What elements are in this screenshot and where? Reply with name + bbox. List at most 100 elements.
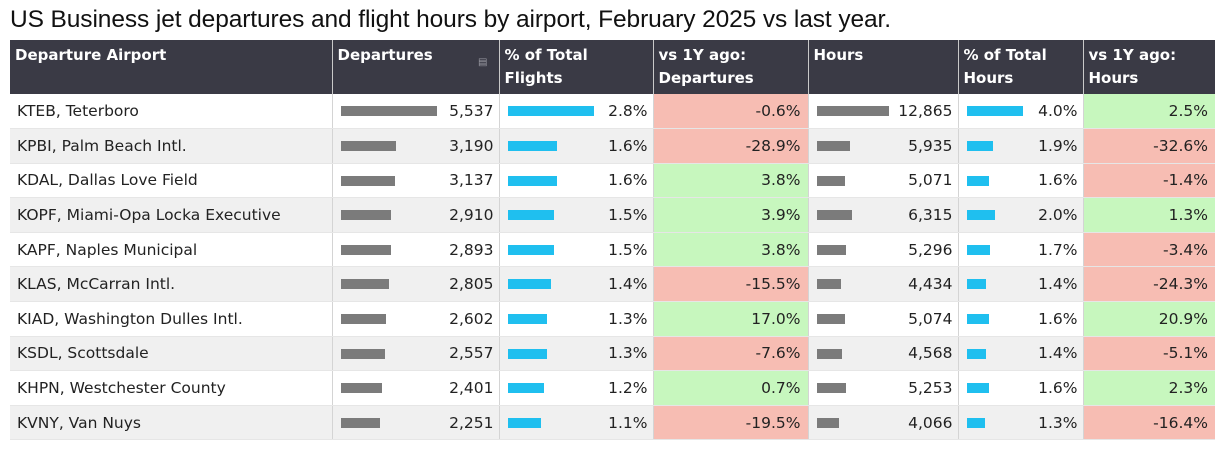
pct-hours-bar [966,141,994,152]
pct-hours-cell: 1.9% [958,128,1084,164]
departures-value: 2,557 [449,344,494,363]
pct-hours-cell: 4.0% [958,94,1084,130]
header-label-line: Departure Airport [15,46,167,64]
hours-change-cell: 1.3% [1083,197,1215,233]
airport-cell: KOPF, Miami-Opa Locka Executive [10,197,333,233]
hours-value: 4,066 [908,413,953,432]
header-hours-change[interactable]: vs 1Y ago: Hours [1083,40,1215,94]
hours-bar [816,244,847,255]
table-row[interactable]: KHPN, Westchester County 2,401 1.2% 0.7% 5,2… [10,370,1215,406]
hours-change-cell: -24.3% [1083,266,1215,303]
departures-bar [340,244,391,255]
departures-cell: 2,910 [332,197,500,233]
header-departures[interactable]: Departures ▤ [332,40,500,94]
header-label-line: Departures [337,46,433,64]
hours-cell: 4,066 [808,405,959,441]
header-departure-airport[interactable]: Departure Airport [10,40,333,94]
departures-bar [340,348,385,359]
departures-cell: 2,602 [332,301,500,337]
sort-icon[interactable]: ▤ [478,57,488,68]
airport-cell: KTEB, Teterboro [10,94,333,130]
airport-cell: KPBI, Palm Beach Intl. [10,128,333,164]
pct-flights-bar [507,383,545,394]
pct-hours-bar [966,314,989,325]
header-pct-total-hours[interactable]: % of Total Hours [958,40,1084,94]
table-row[interactable]: KPBI, Palm Beach Intl. 3,190 1.6% -28.9% 5,9… [10,128,1215,164]
hours-bar [816,314,845,325]
hours-bar [816,348,843,359]
airport-cell: KHPN, Westchester County [10,370,333,406]
departures-bar [340,210,391,221]
table-row[interactable]: KVNY, Van Nuys 2,251 1.1% -19.5% 4,066 1.3% -1… [10,405,1215,441]
table-row[interactable]: KSDL, Scottsdale 2,557 1.3% -7.6% 4,568 1.4% -… [10,336,1215,372]
hours-value: 5,071 [908,171,953,190]
table-row[interactable]: KIAD, Washington Dulles Intl. 2,602 1.3% 17… [10,301,1215,337]
hours-bar [816,210,852,221]
pct-flights-value: 1.3% [608,309,648,328]
pct-hours-cell: 1.6% [958,301,1084,337]
table-row[interactable]: KLAS, McCarran Intl. 2,805 1.4% -15.5% 4,434… [10,266,1215,303]
hours-value: 5,074 [908,309,953,328]
pct-flights-value: 1.6% [608,171,648,190]
pct-hours-value: 1.6% [1038,171,1078,190]
pct-flights-cell: 1.5% [499,197,654,233]
pct-flights-value: 1.1% [608,413,648,432]
pct-hours-bar [966,244,991,255]
hours-change-cell: 2.3% [1083,370,1215,406]
pct-hours-bar [966,348,987,359]
hours-value: 12,865 [898,102,953,121]
pct-flights-cell: 1.5% [499,232,654,268]
hours-change-cell: 20.9% [1083,301,1215,337]
departures-value: 2,602 [449,309,494,328]
hours-bar [816,106,889,116]
table-row[interactable]: KDAL, Dallas Love Field 3,137 1.6% 3.8% 5,07… [10,163,1215,199]
departures-change-cell: 0.7% [653,370,809,406]
table-row[interactable]: KOPF, Miami-Opa Locka Executive 2,910 1.5%… [10,197,1215,233]
header-label-line: Departures [658,69,754,87]
pct-hours-bar [966,279,987,290]
pct-flights-bar [507,141,557,152]
hours-bar [816,383,846,394]
departures-value: 2,910 [449,206,494,225]
header-pct-total-flights[interactable]: % of Total Flights [499,40,654,94]
departures-cell: 2,805 [332,266,500,303]
airport-cell: KDAL, Dallas Love Field [10,163,333,199]
header-label-line: vs 1Y ago: [1088,46,1177,64]
pct-flights-cell: 1.3% [499,301,654,337]
chart-title: US Business jet departures and flight ho… [10,6,891,33]
departures-value: 2,893 [449,240,494,259]
departures-cell: 2,893 [332,232,500,268]
departures-value: 3,137 [449,171,494,190]
departures-cell: 3,137 [332,163,500,199]
pct-flights-cell: 1.3% [499,336,654,372]
header-departures-change[interactable]: vs 1Y ago: Departures [653,40,809,94]
pct-flights-cell: 1.4% [499,266,654,303]
pct-flights-cell: 1.2% [499,370,654,406]
pct-flights-bar [507,279,551,290]
pct-flights-cell: 1.1% [499,405,654,441]
pct-hours-value: 1.4% [1038,344,1078,363]
hours-value: 5,296 [908,240,953,259]
hours-value: 6,315 [908,206,953,225]
hours-change-cell: -3.4% [1083,232,1215,268]
hours-change-cell: -5.1% [1083,336,1215,372]
departures-change-cell: -19.5% [653,405,809,441]
hours-change-cell: -1.4% [1083,163,1215,199]
departures-value: 5,537 [449,102,494,121]
pct-hours-bar [966,175,989,186]
pct-hours-cell: 1.4% [958,266,1084,303]
departures-change-cell: -28.9% [653,128,809,164]
pct-flights-value: 1.4% [608,275,648,294]
departures-value: 2,251 [449,413,494,432]
hours-cell: 5,253 [808,370,959,406]
airport-cell: KSDL, Scottsdale [10,336,333,372]
header-hours[interactable]: Hours [808,40,959,94]
table-row[interactable]: KAPF, Naples Municipal 2,893 1.5% 3.8% 5,296… [10,232,1215,268]
pct-flights-bar [507,210,554,221]
hours-change-cell: 2.5% [1083,94,1215,130]
departures-bar [340,417,380,428]
pct-flights-bar [507,314,548,325]
table-row[interactable]: KTEB, Teterboro 5,537 2.8% -0.6% 12,865 4.0% 2… [10,94,1215,130]
hours-change-cell: -16.4% [1083,405,1215,441]
header-label-line: % of Total [504,46,588,64]
